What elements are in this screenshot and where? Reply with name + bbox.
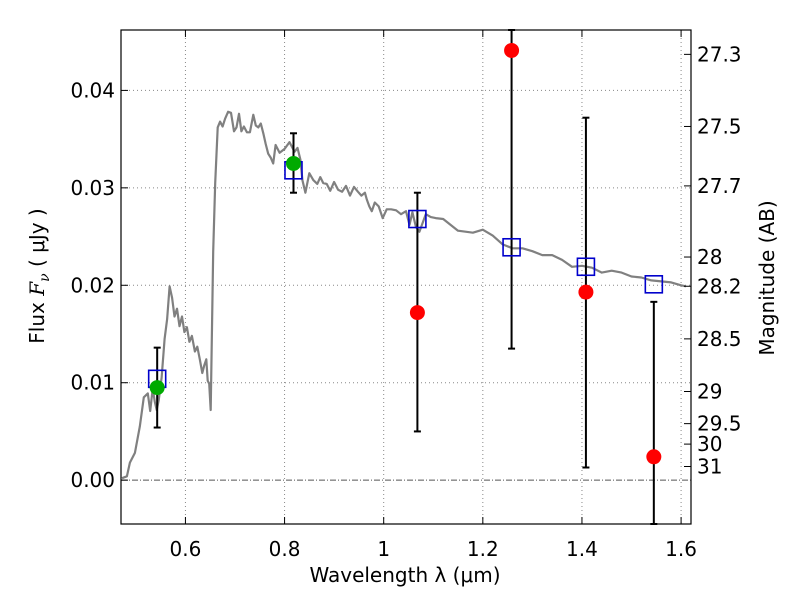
errorbar-layer: [153, 29, 658, 525]
y-axis-label-right: Magnitude (AB): [755, 200, 779, 355]
limit-point: [646, 449, 662, 465]
right-tick-label: 28: [697, 245, 722, 269]
detection-point: [285, 155, 301, 171]
marker-layer: [147, 42, 664, 465]
right-tick-label: 29: [697, 379, 722, 403]
y-tick-label: 0.02: [70, 273, 115, 297]
limit-point: [409, 305, 425, 321]
right-tick-label: 27.7: [697, 174, 742, 198]
right-tick-label: 28.2: [697, 274, 742, 298]
right-tick-label: 27.3: [697, 42, 742, 66]
x-tick-label: 1.2: [467, 537, 499, 561]
y-tick-label: 0.00: [70, 468, 115, 492]
y-tick-label: 0.03: [70, 176, 115, 200]
right-tick-label: 29.5: [697, 412, 742, 436]
grid-layer: [121, 30, 691, 524]
x-tick-label: 1.4: [566, 537, 598, 561]
right-tick-label: 31: [697, 455, 722, 479]
right-tick-label: 27.5: [697, 114, 742, 138]
x-tick-label: 1: [377, 537, 390, 561]
detection-point: [149, 380, 165, 396]
x-tick-label: 0.6: [170, 537, 202, 561]
tick-layer: 0.6 0.8 1 1.2 1.4 1.6 0.00 0.01 0.02 0.03 0.04 27.3…: [70, 30, 742, 561]
right-tick-label: 28.5: [697, 327, 742, 351]
limit-point: [504, 42, 520, 58]
model-photometry-marker: [408, 209, 427, 229]
y-label-flux: Flux: [25, 296, 49, 344]
model-photometry-marker: [644, 275, 664, 294]
y-label-subscript: ν: [37, 273, 53, 282]
x-tick-label: 0.8: [269, 537, 301, 561]
y-label-symbol: F: [25, 281, 49, 297]
sed-model-line: [121, 110, 687, 480]
y-tick-label: 0.01: [70, 371, 115, 395]
x-axis-label: Wavelength λ (μm): [309, 563, 500, 587]
limit-point: [578, 284, 594, 300]
model-photometry-marker: [502, 237, 521, 257]
x-tick-label: 1.6: [665, 537, 697, 561]
plot-frame: [120, 29, 692, 525]
model-photometry-marker: [576, 257, 596, 277]
y-tick-label: 0.04: [70, 78, 115, 102]
y-axis-label: Flux Fν ( μJy ): [25, 208, 53, 343]
y-label-unit: ( μJy ): [25, 208, 49, 273]
right-tick-label: 30: [697, 432, 722, 456]
sed-layer: [121, 110, 687, 480]
